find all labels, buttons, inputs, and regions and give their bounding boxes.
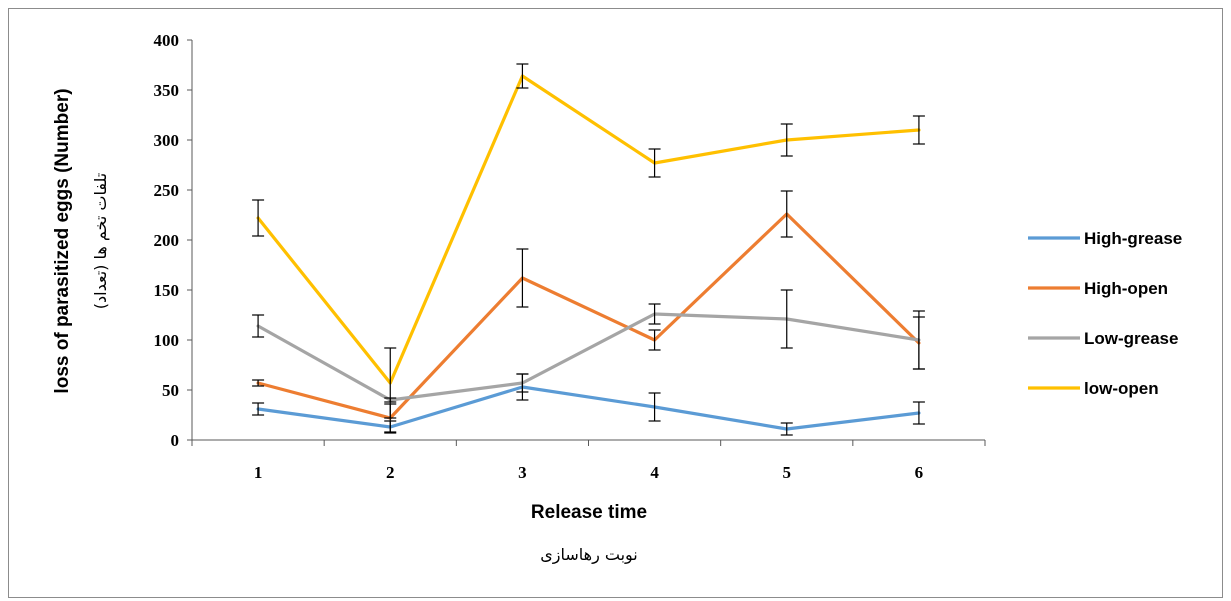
error-bar [780, 123, 793, 157]
y-tick-label: 250 [154, 181, 180, 200]
error-bar [516, 248, 529, 308]
y-axis-subtitle: تلفات تخم ها (تعداد) [91, 173, 110, 309]
series-line-high-open [256, 212, 921, 420]
x-tick-labels: 1 2 3 4 5 6 [254, 463, 923, 482]
x-tick-label: 2 [386, 463, 395, 482]
x-tick-label: 4 [650, 463, 659, 482]
error-bar [912, 310, 925, 370]
axes [187, 39, 986, 446]
error-bar [516, 63, 529, 89]
error-bar [780, 422, 793, 436]
error-bar [648, 148, 661, 178]
error-bar [780, 289, 793, 349]
y-tick-label: 50 [162, 381, 179, 400]
error-bar [516, 373, 529, 393]
error-bars [252, 63, 925, 436]
x-tick-label: 6 [915, 463, 924, 482]
chart-border [8, 8, 1223, 598]
y-tick-label: 200 [154, 231, 180, 250]
error-bar [648, 329, 661, 351]
y-tick-label: 100 [154, 331, 180, 350]
legend-item: low-open [1028, 379, 1159, 398]
error-bar [648, 392, 661, 422]
y-axis-title: loss of parasitized eggs (Number) [52, 88, 73, 393]
legend-label: High-grease [1084, 229, 1182, 248]
x-tick-label: 1 [254, 463, 263, 482]
series-line-low-grease [256, 312, 921, 402]
error-bar [252, 199, 265, 237]
series-lines [256, 74, 921, 431]
legend-label: low-open [1084, 379, 1159, 398]
legend: High-grease High-open Low-grease low-open [1028, 229, 1182, 398]
error-bar [384, 347, 397, 419]
series-line-high-grease [256, 385, 921, 431]
y-tick-label: 400 [154, 31, 180, 50]
legend-item: High-open [1028, 279, 1168, 298]
error-bar [648, 303, 661, 325]
legend-item: High-grease [1028, 229, 1182, 248]
x-axis-subtitle: نوبت رهاسازی [540, 545, 638, 565]
error-bar [912, 401, 925, 425]
series-line-low-open [256, 74, 921, 385]
error-bar [780, 190, 793, 238]
legend-label: High-open [1084, 279, 1168, 298]
error-bar [252, 402, 265, 416]
error-bar [252, 314, 265, 338]
x-axis-title: Release time [531, 502, 647, 523]
y-tick-label: 0 [171, 431, 180, 450]
y-tick-label: 150 [154, 281, 180, 300]
y-tick-label: 300 [154, 131, 180, 150]
error-bar [912, 115, 925, 145]
error-bar [252, 379, 265, 387]
x-tick-label: 3 [518, 463, 527, 482]
legend-label: Low-grease [1084, 329, 1178, 348]
y-tick-label: 350 [154, 81, 180, 100]
y-tick-labels: 0 50 100 150 200 250 300 350 400 [154, 31, 180, 450]
x-tick-label: 5 [783, 463, 792, 482]
legend-item: Low-grease [1028, 329, 1178, 348]
